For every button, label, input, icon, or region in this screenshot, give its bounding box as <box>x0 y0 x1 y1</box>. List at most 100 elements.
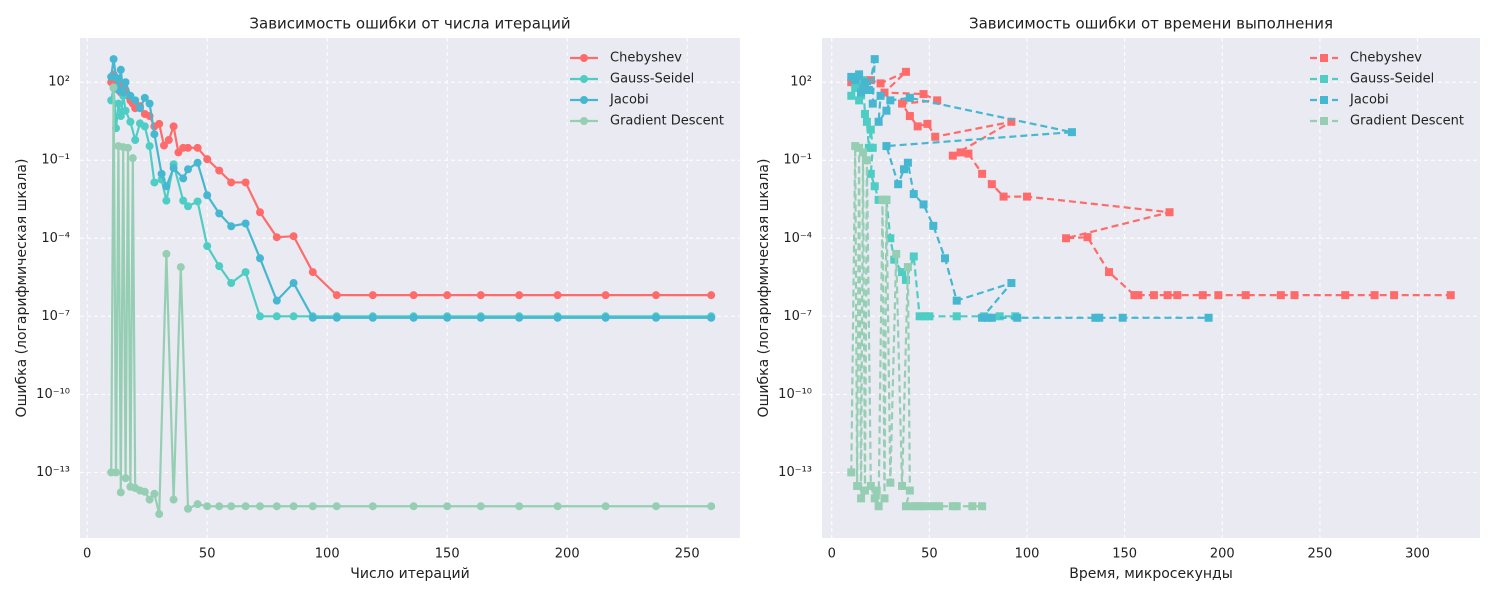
marker <box>553 502 562 511</box>
marker <box>860 486 869 495</box>
marker <box>476 291 485 300</box>
marker <box>308 268 317 277</box>
marker <box>1149 291 1158 300</box>
marker <box>900 165 909 174</box>
marker <box>227 279 236 288</box>
marker <box>119 88 128 97</box>
marker <box>847 468 856 477</box>
marker <box>227 502 236 511</box>
marker <box>112 468 120 477</box>
marker <box>121 78 130 87</box>
legend-label: Jacobi <box>1349 93 1389 108</box>
legend-label: Gradient Descent <box>1350 114 1464 129</box>
marker <box>169 495 178 504</box>
marker <box>203 502 212 511</box>
marker <box>515 502 524 511</box>
marker <box>256 208 264 217</box>
plot-area <box>80 38 740 538</box>
marker <box>1276 291 1285 300</box>
legend-marker <box>1320 54 1328 62</box>
marker <box>241 268 250 277</box>
marker <box>987 180 996 189</box>
legend-marker <box>1320 75 1328 83</box>
marker <box>1163 291 1172 300</box>
marker <box>853 481 862 490</box>
marker <box>184 202 192 211</box>
marker <box>909 190 918 199</box>
marker <box>903 263 912 272</box>
marker <box>193 500 202 509</box>
marker <box>140 487 149 496</box>
marker <box>901 502 910 511</box>
marker <box>109 55 118 64</box>
marker <box>864 86 873 95</box>
marker <box>409 291 418 300</box>
y-tick-label: 10⁻⁷ <box>41 309 70 324</box>
marker <box>162 196 171 205</box>
legend-label: Chebyshev <box>1350 51 1422 66</box>
marker <box>289 232 298 241</box>
marker <box>1390 291 1399 300</box>
marker <box>215 166 224 175</box>
marker <box>443 291 452 300</box>
marker <box>890 255 899 264</box>
marker <box>919 90 928 99</box>
marker <box>866 169 875 178</box>
marker <box>601 313 610 322</box>
marker <box>121 106 130 115</box>
marker <box>855 70 864 79</box>
marker <box>272 233 281 242</box>
marker <box>1023 192 1032 201</box>
marker <box>150 130 159 139</box>
marker <box>241 502 250 511</box>
marker <box>905 486 914 495</box>
marker <box>978 169 987 178</box>
marker <box>184 504 192 513</box>
marker <box>184 143 192 152</box>
marker <box>116 65 125 74</box>
marker <box>886 96 895 105</box>
marker <box>876 79 885 88</box>
marker <box>203 191 212 200</box>
marker <box>933 96 942 105</box>
y-tick-label: 10⁻¹³ <box>778 465 812 480</box>
marker <box>707 502 716 511</box>
x-tick-label: 250 <box>675 547 700 562</box>
marker <box>1134 291 1143 300</box>
marker <box>978 313 987 322</box>
x-tick-label: 100 <box>1015 547 1040 562</box>
marker <box>898 481 907 490</box>
marker <box>652 313 660 322</box>
marker <box>652 502 660 511</box>
marker <box>176 263 185 272</box>
marker <box>169 122 178 131</box>
legend-marker <box>1320 117 1328 125</box>
marker <box>923 119 932 128</box>
marker <box>368 313 377 322</box>
x-axis-label: Время, микросекунды <box>1069 566 1233 582</box>
marker <box>409 313 418 322</box>
x-tick-label: 0 <box>83 547 91 562</box>
marker <box>995 312 1004 321</box>
marker <box>847 91 856 100</box>
marker <box>241 219 250 228</box>
y-tick-label: 10⁻⁴ <box>41 231 70 246</box>
marker <box>1204 313 1213 322</box>
marker <box>332 313 341 322</box>
marker <box>894 180 903 189</box>
marker <box>952 312 961 321</box>
marker <box>956 148 965 157</box>
marker <box>1062 234 1071 243</box>
marker <box>368 502 377 511</box>
y-tick-label: 10² <box>790 75 812 90</box>
marker <box>1241 291 1250 300</box>
marker <box>925 312 934 321</box>
marker <box>898 99 907 108</box>
marker <box>131 135 140 144</box>
marker <box>169 164 178 173</box>
marker <box>162 249 171 258</box>
marker <box>1198 291 1207 300</box>
marker <box>874 502 883 511</box>
y-tick-label: 10² <box>48 75 70 90</box>
x-tick-label: 50 <box>199 547 216 562</box>
